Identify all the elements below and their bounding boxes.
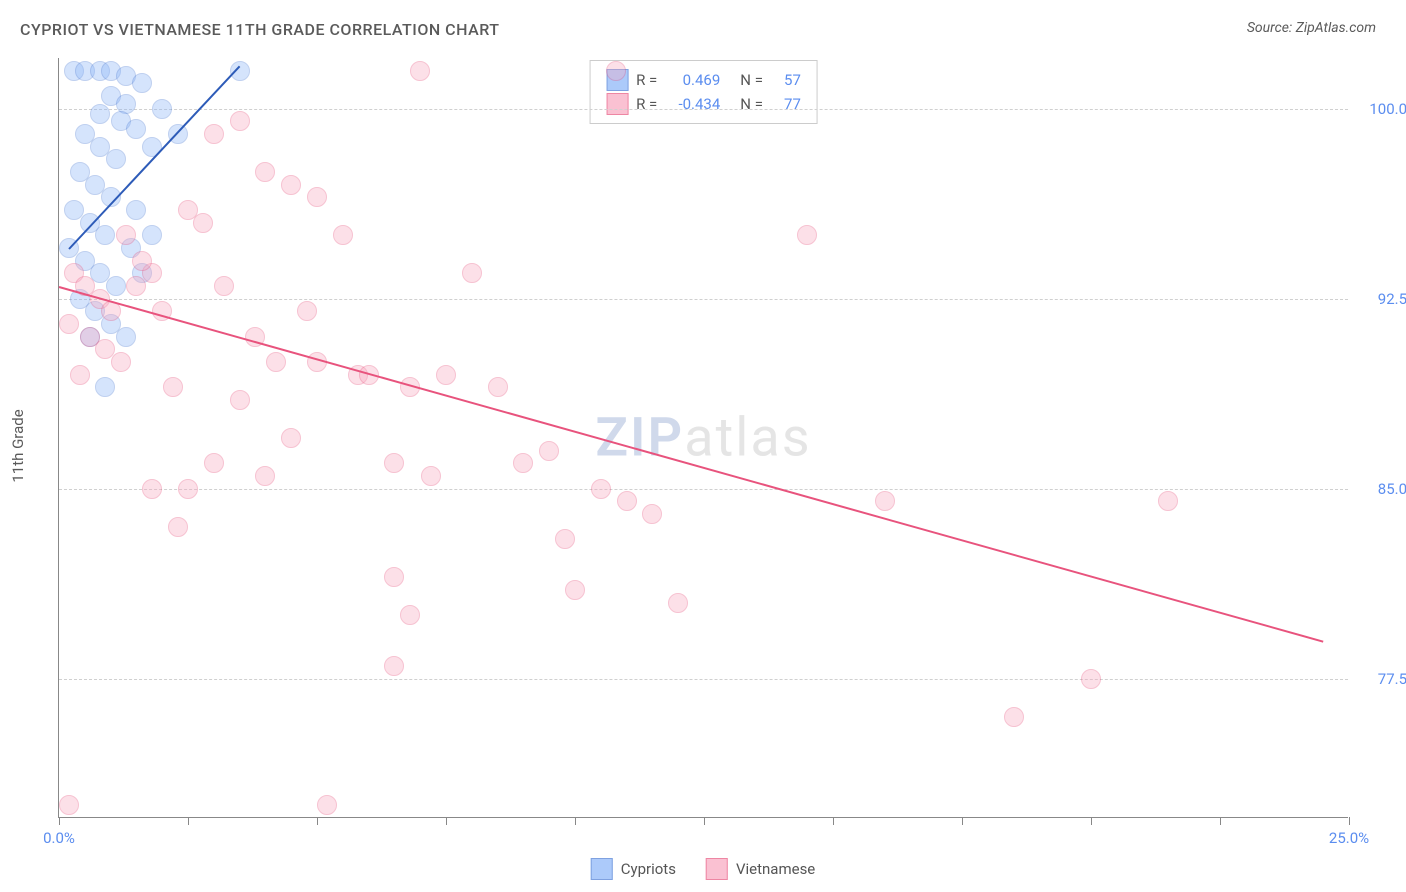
x-tick	[1349, 817, 1350, 825]
x-tick	[962, 817, 963, 825]
x-tick	[188, 817, 189, 825]
scatter-point	[116, 225, 136, 245]
x-tick	[704, 817, 705, 825]
gridline-h	[59, 679, 1348, 680]
scatter-point	[142, 479, 162, 499]
legend-item-vietnamese: Vietnamese	[706, 858, 815, 880]
scatter-point	[668, 593, 688, 613]
scatter-point	[333, 225, 353, 245]
watermark: ZIPatlas	[595, 406, 811, 469]
scatter-point	[513, 453, 533, 473]
scatter-point	[281, 175, 301, 195]
scatter-point	[421, 466, 441, 486]
scatter-point	[178, 479, 198, 499]
scatter-point	[462, 263, 482, 283]
x-tick-label: 0.0%	[43, 829, 75, 847]
scatter-point	[266, 352, 286, 372]
scatter-point	[1004, 707, 1024, 727]
chart-container: CYPRIOT VS VIETNAMESE 11TH GRADE CORRELA…	[0, 0, 1406, 892]
scatter-point	[436, 365, 456, 385]
scatter-point	[317, 795, 337, 815]
scatter-point	[168, 517, 188, 537]
scatter-point	[606, 61, 626, 81]
gridline-h	[59, 109, 1348, 110]
x-tick-label: 25.0%	[1329, 829, 1369, 847]
scatter-point	[214, 276, 234, 296]
scatter-point	[281, 428, 301, 448]
trend-line	[69, 66, 241, 250]
scatter-point	[106, 149, 126, 169]
scatter-point	[1081, 669, 1101, 689]
scatter-point	[617, 491, 637, 511]
x-tick	[1091, 817, 1092, 825]
swatch-vietnamese	[606, 93, 628, 115]
scatter-point	[565, 580, 585, 600]
legend-swatch-cypriots	[591, 858, 613, 880]
scatter-point	[126, 200, 146, 220]
x-tick	[1220, 817, 1221, 825]
stats-row-vietnamese: R = -0.434 N = 77	[606, 93, 801, 115]
x-tick	[317, 817, 318, 825]
y-tick-label: 100.0%	[1358, 100, 1406, 118]
scatter-point	[384, 656, 404, 676]
scatter-point	[59, 314, 79, 334]
x-tick	[575, 817, 576, 825]
y-tick-label: 92.5%	[1358, 290, 1406, 308]
scatter-point	[163, 377, 183, 397]
plot-area: ZIPatlas R = 0.469 N = 57 R = -0.434 N =…	[58, 58, 1348, 818]
scatter-point	[307, 187, 327, 207]
scatter-point	[230, 111, 250, 131]
scatter-point	[95, 377, 115, 397]
scatter-point	[255, 162, 275, 182]
scatter-point	[400, 605, 420, 625]
scatter-point	[1158, 491, 1178, 511]
stats-row-cypriots: R = 0.469 N = 57	[606, 69, 801, 91]
source-attribution: Source: ZipAtlas.com	[1247, 20, 1376, 36]
scatter-point	[642, 504, 662, 524]
scatter-point	[384, 567, 404, 587]
gridline-h	[59, 489, 1348, 490]
x-tick	[59, 817, 60, 825]
scatter-point	[59, 795, 79, 815]
trend-line	[59, 286, 1324, 643]
scatter-point	[297, 301, 317, 321]
scatter-point	[126, 119, 146, 139]
y-tick-label: 85.0%	[1358, 480, 1406, 498]
y-axis-label: 11th Grade	[9, 409, 27, 482]
scatter-point	[410, 61, 430, 81]
scatter-point	[142, 225, 162, 245]
y-tick-label: 77.5%	[1358, 670, 1406, 688]
scatter-point	[875, 491, 895, 511]
scatter-point	[591, 479, 611, 499]
scatter-point	[90, 104, 110, 124]
scatter-point	[230, 390, 250, 410]
scatter-point	[555, 529, 575, 549]
scatter-point	[255, 466, 275, 486]
scatter-point	[152, 99, 172, 119]
bottom-legend: Cypriots Vietnamese	[591, 858, 816, 880]
scatter-point	[204, 124, 224, 144]
scatter-point	[488, 377, 508, 397]
scatter-point	[116, 327, 136, 347]
x-tick	[446, 817, 447, 825]
scatter-point	[797, 225, 817, 245]
scatter-point	[132, 73, 152, 93]
scatter-point	[95, 225, 115, 245]
scatter-point	[384, 453, 404, 473]
chart-title: CYPRIOT VS VIETNAMESE 11TH GRADE CORRELA…	[20, 20, 500, 39]
x-tick	[833, 817, 834, 825]
scatter-point	[111, 352, 131, 372]
scatter-point	[193, 213, 213, 233]
legend-item-cypriots: Cypriots	[591, 858, 676, 880]
gridline-h	[59, 299, 1348, 300]
scatter-point	[70, 365, 90, 385]
scatter-point	[132, 251, 152, 271]
scatter-point	[204, 453, 224, 473]
legend-swatch-vietnamese	[706, 858, 728, 880]
scatter-point	[539, 441, 559, 461]
